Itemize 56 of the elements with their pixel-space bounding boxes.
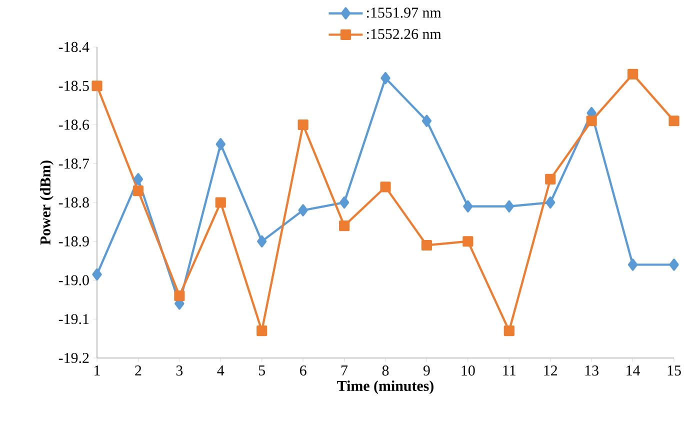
point — [174, 290, 185, 302]
point — [339, 196, 350, 209]
point — [669, 258, 679, 271]
point — [421, 240, 432, 251]
point — [298, 119, 308, 130]
x-tick-label: 12 — [544, 366, 558, 376]
point — [668, 116, 680, 126]
y-tick-label: -18.5 — [58, 80, 89, 91]
point — [216, 138, 226, 150]
legend-label: :1552.26 nm — [367, 29, 442, 40]
x-tick-label: 3 — [176, 366, 183, 376]
point — [422, 114, 432, 127]
x-tick-label: 11 — [503, 366, 516, 376]
point — [380, 182, 391, 192]
x-tick-label: 1 — [94, 366, 100, 376]
x-axis-title: Time (minutes) — [337, 380, 434, 394]
y-tick-label: -19.2 — [58, 352, 89, 364]
y-tick-label: -19.0 — [58, 275, 89, 286]
point — [462, 236, 474, 247]
y-tick-label: -19.1 — [58, 314, 89, 324]
point — [463, 200, 473, 212]
x-tick-label: 6 — [300, 366, 306, 376]
point — [215, 197, 226, 208]
x-tick-label: 2 — [135, 366, 142, 376]
point — [257, 235, 267, 248]
y-axis-title: Power (dBm) — [40, 160, 54, 245]
point — [133, 173, 144, 186]
point — [298, 204, 308, 216]
point — [92, 80, 102, 92]
x-tick-label: 10 — [462, 366, 475, 376]
point — [628, 258, 638, 271]
point — [504, 325, 514, 336]
y-tick-label: -18.6 — [58, 120, 90, 130]
x-tick-label: 8 — [382, 366, 389, 376]
point — [504, 200, 514, 212]
point — [132, 186, 144, 196]
x-tick-label: 15 — [668, 366, 681, 376]
x-tick-label: 7 — [342, 366, 348, 376]
x-tick-label: 9 — [423, 366, 430, 376]
point — [546, 196, 556, 209]
x-tick-label: 14 — [626, 366, 640, 376]
point — [545, 174, 556, 184]
x-tick-label: 13 — [585, 366, 598, 376]
y-tick-label: -18.8 — [58, 197, 89, 208]
x-tick-label: 4 — [217, 366, 224, 376]
point — [92, 268, 102, 281]
legend-label: :1551.97 nm — [367, 8, 442, 18]
point — [338, 220, 350, 232]
y-tick-label: -18.9 — [58, 236, 89, 246]
y-tick-label: -18.4 — [58, 42, 90, 52]
point — [380, 72, 390, 84]
point — [627, 68, 638, 80]
point — [586, 116, 597, 126]
x-tick-label: 5 — [259, 366, 266, 376]
point — [256, 325, 268, 336]
y-tick-label: -18.7 — [58, 158, 90, 169]
